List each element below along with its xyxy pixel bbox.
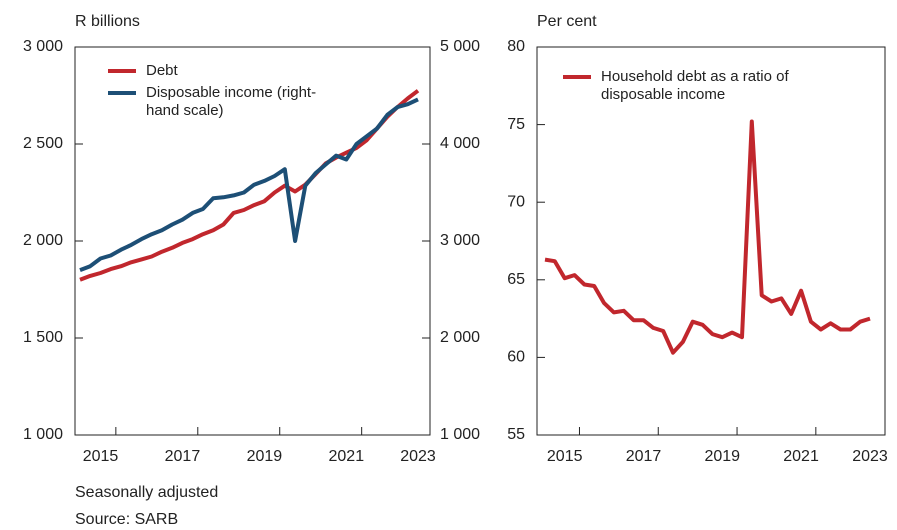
source: Source: SARB xyxy=(75,511,178,528)
y-tick-label: 60 xyxy=(507,349,525,366)
y-tick-label: 2 000 xyxy=(23,232,63,249)
x-tick-label: 2021 xyxy=(329,448,365,465)
y-tick-label: 65 xyxy=(507,271,525,288)
legend-entry: Debt xyxy=(108,62,328,80)
y-tick-label: 3 000 xyxy=(23,38,63,55)
legend: Household debt as a ratio of disposable … xyxy=(563,68,813,108)
legend-label: Household debt as a ratio of disposable … xyxy=(601,68,789,103)
y-tick-label: 75 xyxy=(507,116,525,133)
y-tick-label: 1 500 xyxy=(23,329,63,346)
x-tick-label: 2015 xyxy=(83,448,119,465)
x-tick-label: 2017 xyxy=(165,448,201,465)
x-tick-label: 2023 xyxy=(852,448,888,465)
y-tick-label: 2 500 xyxy=(23,135,63,152)
y-axis-label: Per cent xyxy=(537,13,597,30)
series-line xyxy=(79,89,420,282)
x-tick-label: 2019 xyxy=(704,448,740,465)
x-tick-label: 2021 xyxy=(783,448,819,465)
x-tick-label: 2019 xyxy=(247,448,283,465)
y2-tick-label: 4 000 xyxy=(440,135,480,152)
legend-entry: Household debt as a ratio of disposable … xyxy=(563,68,813,104)
y-axis-label: R billions xyxy=(75,13,140,30)
y-tick-label: 55 xyxy=(507,426,525,443)
legend-marker xyxy=(563,75,591,79)
y2-tick-label: 5 000 xyxy=(440,38,480,55)
series-line xyxy=(544,119,871,355)
legend: Debt Disposable income (right-hand scale) xyxy=(108,62,328,124)
plot-frame xyxy=(536,46,886,436)
legend-marker xyxy=(108,91,136,95)
legend-marker xyxy=(108,69,136,73)
series-line xyxy=(79,97,419,272)
x-tick-label: 2023 xyxy=(400,448,436,465)
legend-label: Disposable income (right-hand scale) xyxy=(146,84,317,119)
y2-tick-label: 2 000 xyxy=(440,329,480,346)
y2-tick-label: 1 000 xyxy=(440,426,480,443)
y-tick-label: 1 000 xyxy=(23,426,63,443)
legend-entry: Disposable income (right-hand scale) xyxy=(108,84,328,120)
y-tick-label: 70 xyxy=(507,193,525,210)
note: Seasonally adjusted xyxy=(75,484,218,501)
legend-label: Debt xyxy=(146,62,178,79)
x-tick-label: 2017 xyxy=(626,448,662,465)
x-tick-label: 2015 xyxy=(547,448,583,465)
y-tick-label: 80 xyxy=(507,38,525,55)
y2-tick-label: 3 000 xyxy=(440,232,480,249)
